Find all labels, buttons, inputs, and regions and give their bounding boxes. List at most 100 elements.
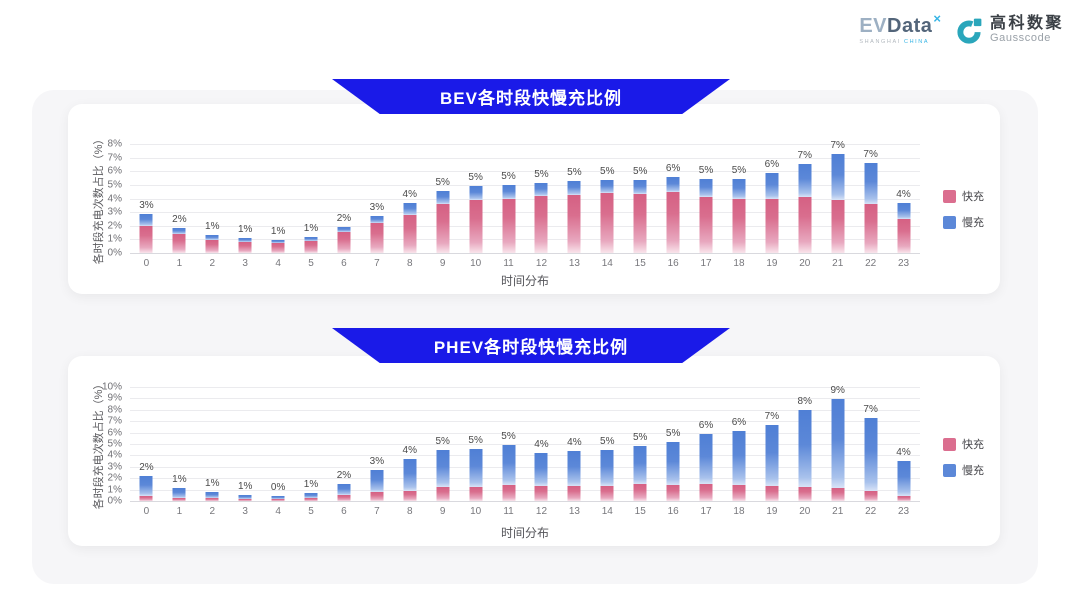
bar-total-label: 5% bbox=[468, 434, 483, 446]
x-axis-tick-label: 4 bbox=[275, 258, 281, 269]
x-axis-tick-label: 22 bbox=[865, 258, 877, 269]
bar-total-label: 9% bbox=[830, 384, 845, 396]
stacked-bar bbox=[271, 240, 285, 253]
bar-segment-fast-charge bbox=[502, 198, 516, 253]
x-axis-tick-label: 16 bbox=[667, 506, 679, 517]
bar-segment-slow-charge bbox=[370, 469, 384, 492]
stacked-bar bbox=[172, 227, 186, 253]
legend-item-fast[interactable]: 快充 bbox=[943, 188, 984, 204]
stacked-bar bbox=[765, 172, 779, 253]
bar-segment-fast-charge bbox=[633, 483, 647, 501]
gridline bbox=[130, 501, 920, 502]
stacked-bar bbox=[864, 163, 878, 253]
bar-segment-fast-charge bbox=[172, 497, 186, 501]
bev-chart-card: 各时段充电次数占比（%） 0% 1% 2% 3% 4% 5% 6% 7% 8% 3% 0 2% 1 1% 2… bbox=[68, 104, 1000, 294]
gausscode-name-en: Gausscode bbox=[989, 32, 1052, 45]
y-axis-tick-label: 0% bbox=[107, 247, 122, 259]
bar-segment-slow-charge bbox=[469, 186, 483, 200]
bar-segment-fast-charge bbox=[502, 485, 516, 501]
bar-total-label: 2% bbox=[336, 213, 352, 225]
bar-segment-fast-charge bbox=[370, 223, 384, 253]
legend-item-slow[interactable]: 慢充 bbox=[943, 462, 984, 478]
bar-segment-slow-charge bbox=[172, 227, 186, 234]
x-axis-tick-label: 2 bbox=[209, 258, 216, 269]
bar-total-label: 4% bbox=[896, 446, 911, 458]
stacked-bar bbox=[600, 180, 614, 253]
stacked-bar bbox=[469, 448, 483, 501]
x-axis-tick-label: 11 bbox=[503, 506, 514, 517]
bar-segment-slow-charge bbox=[139, 213, 153, 226]
bar-segment-slow-charge bbox=[600, 449, 614, 487]
bar-segment-fast-charge bbox=[864, 490, 878, 501]
phev-x-axis-title: 时间分布 bbox=[500, 526, 550, 540]
bar-segment-fast-charge bbox=[600, 193, 614, 253]
bar-total-label: 4% bbox=[402, 444, 418, 456]
y-axis-tick-label: 10% bbox=[101, 381, 122, 393]
bar-segment-slow-charge bbox=[403, 458, 417, 491]
y-axis-tick-label: 7% bbox=[107, 415, 122, 427]
stacked-bar bbox=[436, 191, 450, 253]
gridline bbox=[130, 455, 920, 457]
bar-segment-slow-charge bbox=[666, 177, 680, 192]
bar-segment-fast-charge bbox=[534, 196, 548, 253]
bar-segment-fast-charge bbox=[864, 203, 878, 253]
stacked-bar bbox=[205, 492, 219, 501]
bev-y-axis-title: 各时段充电次数占比（%） bbox=[93, 133, 105, 265]
legend-item-slow[interactable]: 慢充 bbox=[943, 214, 984, 230]
bar-segment-fast-charge bbox=[304, 498, 318, 501]
bar-segment-fast-charge bbox=[271, 243, 285, 253]
stacked-bar bbox=[798, 410, 812, 501]
stacked-bar bbox=[370, 469, 384, 501]
bar-segment-fast-charge bbox=[205, 498, 219, 501]
gridline bbox=[130, 212, 920, 214]
stacked-bar bbox=[337, 483, 351, 501]
gausscode-name-cn: 高科数聚 bbox=[989, 15, 1064, 33]
stacked-bar bbox=[699, 179, 713, 253]
x-axis-tick-label: 4 bbox=[275, 506, 281, 517]
bar-segment-slow-charge bbox=[172, 488, 186, 498]
bar-segment-slow-charge bbox=[864, 163, 878, 204]
bar-segment-fast-charge bbox=[469, 486, 483, 501]
x-axis-tick-label: 12 bbox=[535, 506, 548, 517]
bar-segment-slow-charge bbox=[436, 449, 450, 488]
bar-segment-fast-charge bbox=[732, 198, 746, 253]
bar-segment-fast-charge bbox=[600, 486, 614, 501]
bar-segment-slow-charge bbox=[205, 492, 219, 499]
bar-total-label: 4% bbox=[402, 188, 418, 200]
y-axis-tick-label: 1% bbox=[107, 484, 122, 496]
x-axis-tick-label: 5 bbox=[308, 258, 314, 269]
bar-segment-slow-charge bbox=[732, 431, 746, 486]
legend-item-fast[interactable]: 快充 bbox=[943, 436, 984, 452]
x-axis-tick-label: 8 bbox=[407, 506, 413, 517]
stacked-bar bbox=[502, 184, 516, 253]
bar-segment-fast-charge bbox=[633, 193, 647, 253]
gridline bbox=[130, 478, 920, 480]
bar-segment-fast-charge bbox=[666, 191, 680, 253]
bar-total-label: 4% bbox=[567, 436, 582, 448]
fast-legend-swatch-icon bbox=[943, 437, 956, 451]
stacked-bar bbox=[534, 182, 548, 253]
bar-segment-fast-charge bbox=[567, 486, 581, 501]
phev-title-banner: PHEV各时段快慢充比例 bbox=[332, 328, 730, 363]
x-axis-tick-label: 17 bbox=[700, 258, 712, 269]
bar-segment-fast-charge bbox=[831, 488, 845, 501]
bar-segment-fast-charge bbox=[699, 197, 713, 253]
bar-total-label: 1% bbox=[172, 474, 187, 486]
bar-total-label: 3% bbox=[139, 199, 154, 211]
evdata-tagline-left: SHANGHAI bbox=[859, 39, 901, 45]
bar-total-label: 6% bbox=[764, 158, 780, 170]
bar-segment-fast-charge bbox=[534, 486, 548, 501]
bar-segment-fast-charge bbox=[205, 240, 219, 253]
stacked-bar bbox=[502, 445, 516, 501]
x-axis-tick-label: 9 bbox=[439, 506, 446, 517]
bar-segment-slow-charge bbox=[798, 410, 812, 488]
stacked-bar bbox=[666, 441, 680, 501]
gridline bbox=[130, 239, 920, 241]
bar-total-label: 2% bbox=[139, 461, 154, 473]
y-axis-tick-label: 7% bbox=[107, 152, 122, 164]
bar-segment-slow-charge bbox=[502, 445, 516, 486]
gridline bbox=[130, 184, 920, 186]
stacked-bar bbox=[370, 216, 384, 253]
stacked-bar bbox=[205, 235, 219, 253]
bar-total-label: 5% bbox=[600, 166, 615, 178]
